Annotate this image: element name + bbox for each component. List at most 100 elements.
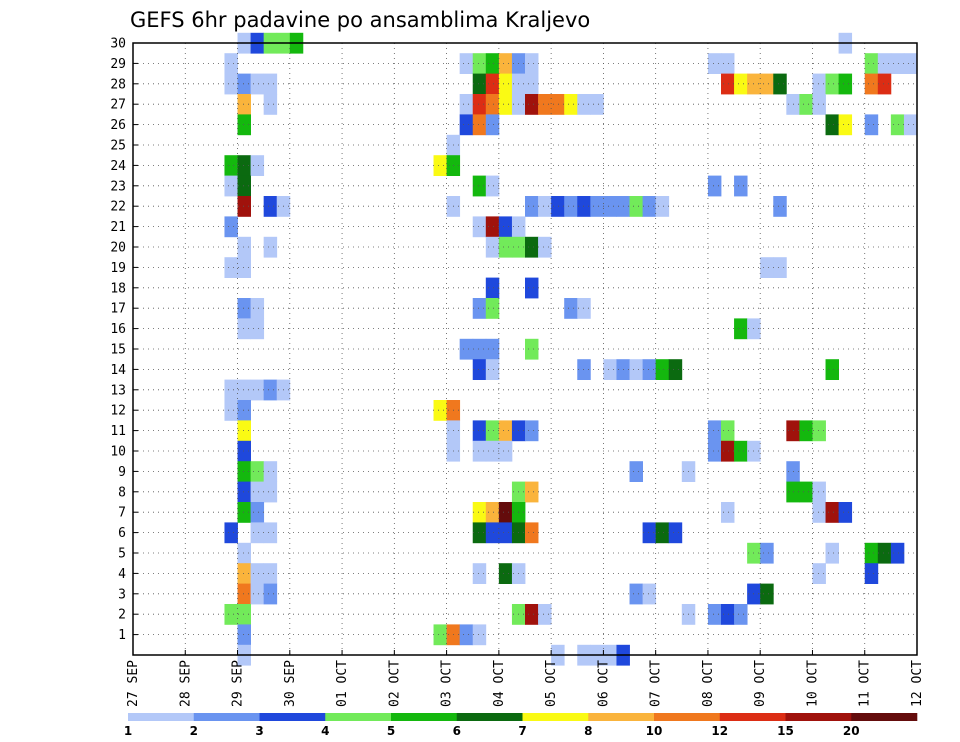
precip-cell xyxy=(472,94,487,115)
colorbar-label: 7 xyxy=(518,724,526,738)
precip-cell xyxy=(224,155,238,176)
precip-cell xyxy=(734,440,748,462)
precip-cell xyxy=(237,624,251,646)
precip-cell xyxy=(250,298,265,319)
x-tick-label: 03 OCT xyxy=(440,660,455,707)
colorbar-label: 5 xyxy=(387,724,395,738)
precip-cell xyxy=(472,175,487,197)
precip-cell xyxy=(525,604,539,625)
precip-cell xyxy=(485,359,500,380)
x-tick-label: 29 SEP xyxy=(231,660,246,707)
colorbar-swatch xyxy=(785,713,852,721)
precip-cell xyxy=(773,73,787,95)
colorbar-swatch xyxy=(588,713,655,721)
precip-cell xyxy=(525,277,539,299)
precip-cell xyxy=(812,420,826,442)
precip-cell xyxy=(263,73,278,95)
precip-cell xyxy=(485,236,500,258)
precip-cell xyxy=(237,542,251,564)
colorbar-swatch xyxy=(391,713,458,721)
colorbar-swatch xyxy=(128,713,195,721)
precip-cell xyxy=(237,318,251,340)
precip-cell xyxy=(250,481,265,503)
precip-cell xyxy=(525,196,539,217)
colorbar-swatch xyxy=(193,713,260,721)
precip-cell xyxy=(472,624,487,646)
precip-cell xyxy=(525,481,539,503)
precip-cell xyxy=(237,73,251,95)
y-tick-label: 14 xyxy=(110,363,126,378)
precip-cell xyxy=(760,583,774,605)
precip-cell xyxy=(603,359,617,380)
precip-cell xyxy=(237,298,251,319)
y-tick-label: 8 xyxy=(118,485,126,500)
precip-cell xyxy=(459,94,474,115)
colorbar-label: 3 xyxy=(255,724,263,738)
y-tick-label: 30 xyxy=(110,37,126,52)
precip-cell xyxy=(459,624,474,646)
precip-cell xyxy=(799,94,813,115)
precip-cell xyxy=(812,73,826,95)
precip-cell xyxy=(734,73,748,95)
precip-cell xyxy=(433,400,447,421)
y-tick-label: 18 xyxy=(110,281,126,296)
precip-cell xyxy=(472,216,487,238)
precip-cell xyxy=(237,114,251,136)
x-tick-label: 30 SEP xyxy=(283,660,298,707)
x-tick-label: 09 OCT xyxy=(753,660,768,707)
precip-cell xyxy=(472,298,487,319)
precip-cell xyxy=(655,359,670,380)
precip-cell xyxy=(773,196,787,217)
precip-cell xyxy=(263,481,278,503)
precip-cell xyxy=(263,94,278,115)
x-tick-label: 02 OCT xyxy=(387,660,402,707)
precip-cell xyxy=(864,53,879,74)
precip-cell xyxy=(237,563,251,584)
precip-cell xyxy=(890,542,905,564)
precip-cell xyxy=(551,196,565,217)
y-tick-label: 25 xyxy=(110,139,126,154)
precip-cell xyxy=(237,236,251,258)
precip-cell xyxy=(485,522,500,544)
precip-cell xyxy=(498,94,513,115)
y-tick-label: 13 xyxy=(110,383,126,398)
precip-cell xyxy=(485,502,500,523)
precip-cell xyxy=(877,53,892,74)
precip-cell xyxy=(890,114,905,136)
precip-cell xyxy=(603,196,617,217)
x-tick-label: 28 SEP xyxy=(178,660,193,707)
precip-cell xyxy=(825,114,839,136)
precip-cell xyxy=(825,359,839,380)
precip-cell xyxy=(498,73,513,95)
y-tick-label: 17 xyxy=(110,302,126,317)
precip-cell xyxy=(721,440,735,462)
precip-cell xyxy=(224,73,238,95)
precip-cell xyxy=(237,502,251,523)
precip-cell xyxy=(655,522,670,544)
precip-cell xyxy=(564,196,578,217)
precip-cell xyxy=(224,216,238,238)
precip-cell xyxy=(237,604,251,625)
precip-cell xyxy=(237,155,251,176)
precip-cell xyxy=(642,522,657,544)
precip-cell xyxy=(498,53,513,74)
precip-cell xyxy=(237,481,251,503)
y-tick-label: 6 xyxy=(118,526,126,541)
colorbar-label: 15 xyxy=(777,724,794,738)
y-tick-label: 4 xyxy=(118,567,126,582)
precip-cell xyxy=(564,94,578,115)
precip-cell xyxy=(525,236,539,258)
x-tick-label: 05 OCT xyxy=(544,660,559,707)
precip-cell xyxy=(237,583,251,605)
precip-cell xyxy=(459,53,474,74)
precip-cell xyxy=(459,114,474,136)
precip-cell xyxy=(224,53,238,74)
precip-cell xyxy=(485,420,500,442)
y-tick-label: 3 xyxy=(118,587,126,602)
precip-cell xyxy=(224,400,238,421)
precip-cell xyxy=(224,379,238,401)
precip-cell xyxy=(250,155,265,176)
y-tick-label: 24 xyxy=(110,159,126,174)
precip-cell xyxy=(472,420,487,442)
